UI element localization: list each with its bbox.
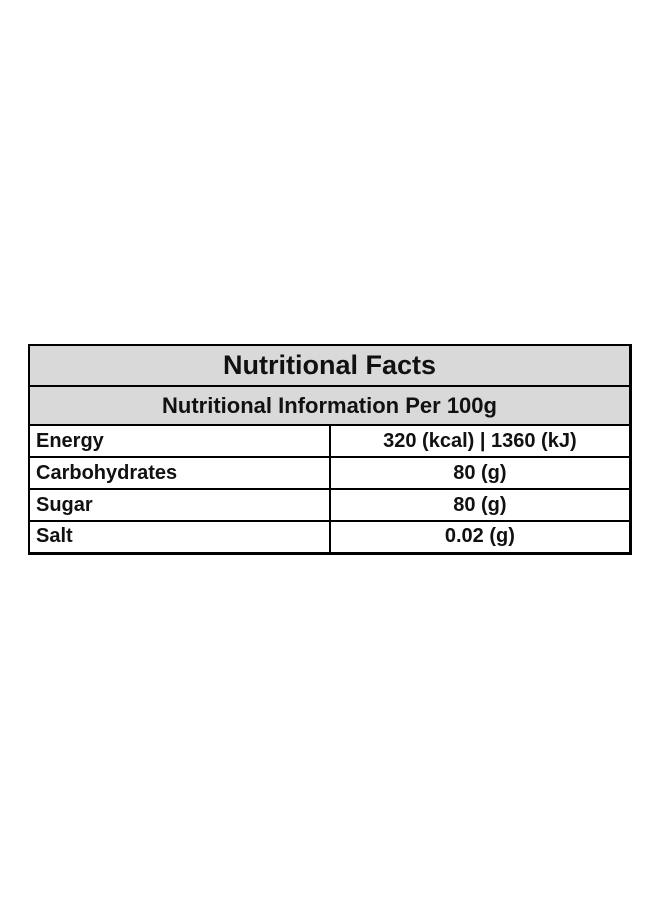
title-row: Nutritional Facts — [28, 344, 632, 387]
nutrient-value: 320 (kcal) | 1360 (kJ) — [328, 424, 632, 458]
table-subtitle: Nutritional Information Per 100g — [28, 385, 632, 426]
table-title: Nutritional Facts — [28, 344, 632, 387]
table-row: Salt 0.02 (g) — [28, 520, 632, 555]
table-body: Nutritional Facts Nutritional Informatio… — [28, 344, 632, 555]
table-row: Sugar 80 (g) — [28, 488, 632, 522]
table-row: Carbohydrates 80 (g) — [28, 456, 632, 490]
nutrient-value: 80 (g) — [328, 456, 632, 490]
nutrient-value: 80 (g) — [328, 488, 632, 522]
nutrition-table: Nutritional Facts Nutritional Informatio… — [28, 344, 632, 555]
nutrient-name: Carbohydrates — [28, 456, 331, 490]
nutrient-name: Energy — [28, 424, 331, 458]
nutrient-value: 0.02 (g) — [328, 520, 632, 555]
nutrient-name: Sugar — [28, 488, 331, 522]
subtitle-row: Nutritional Information Per 100g — [28, 385, 632, 426]
nutrient-name: Salt — [28, 520, 331, 555]
table-row: Energy 320 (kcal) | 1360 (kJ) — [28, 424, 632, 458]
